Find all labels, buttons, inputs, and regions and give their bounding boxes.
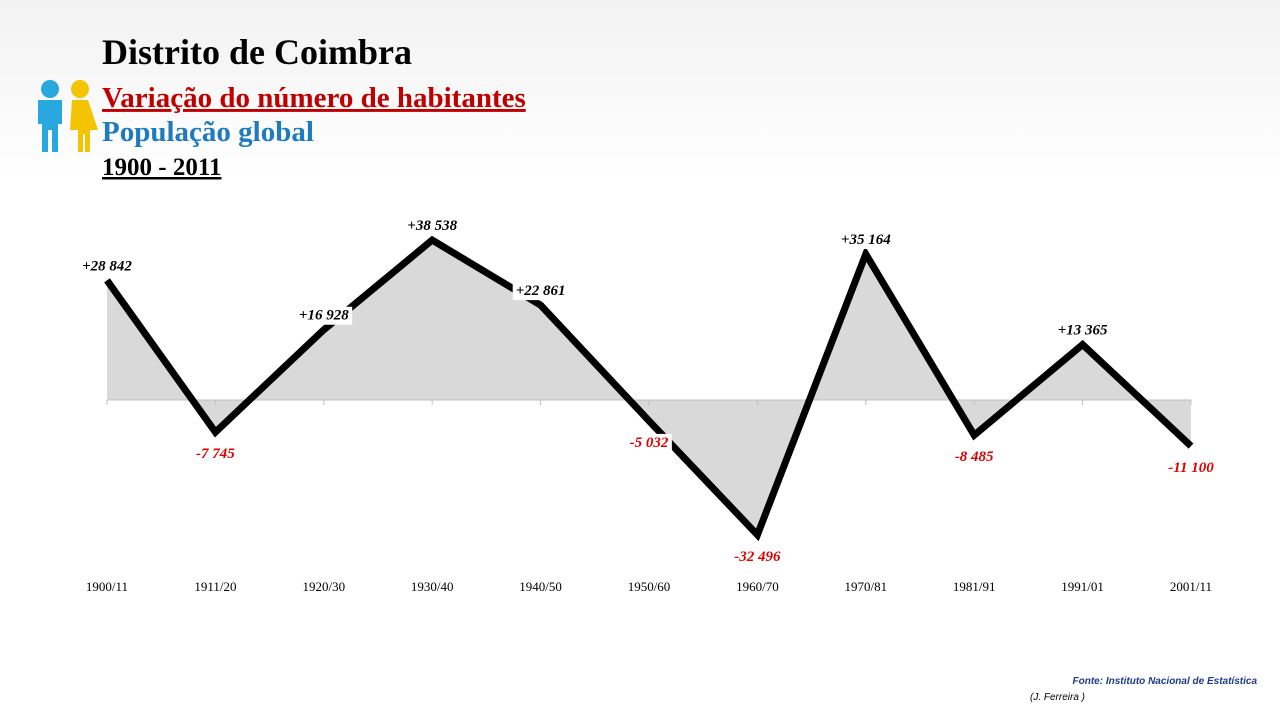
label-background: [295, 306, 353, 325]
value-label: -5 032: [630, 435, 669, 451]
label-background: [404, 217, 461, 236]
value-label: -8 485: [955, 449, 994, 465]
label-background: [951, 448, 998, 467]
x-tick-label: 1960/70: [736, 579, 779, 594]
x-tick-label: 1911/20: [194, 579, 236, 594]
x-tick-label: 1991/01: [1061, 579, 1104, 594]
label-background: [1165, 459, 1218, 478]
source: Fonte: Instituto Nacional de Estatística: [1073, 676, 1258, 687]
x-tick-label: 1940/50: [519, 579, 562, 594]
value-label: +13 365: [1058, 323, 1108, 339]
author: (J. Ferreira ): [1030, 692, 1085, 703]
x-tick-label: 1981/91: [953, 579, 996, 594]
label-background: [193, 445, 239, 464]
value-label: +35 164: [841, 232, 891, 248]
value-label: +28 842: [82, 258, 132, 274]
label-background: [837, 231, 895, 250]
subtitle: Variação do número de habitantes: [102, 82, 526, 114]
value-label: +16 928: [299, 308, 349, 324]
x-tick-label: 1930/40: [411, 579, 454, 594]
area: [107, 240, 1191, 535]
people-icon: [38, 80, 98, 152]
x-tick-label: 1970/81: [844, 579, 887, 594]
value-label: +38 538: [407, 218, 457, 234]
value-label: -11 100: [1168, 460, 1214, 476]
label-background: [1054, 321, 1111, 340]
label-background: [512, 282, 569, 301]
x-tick-label: 1950/60: [628, 579, 671, 594]
value-label: +22 861: [516, 283, 566, 299]
x-tick-label: 1900/11: [86, 579, 128, 594]
line: [104, 235, 1194, 542]
value-label: -32 496: [734, 549, 781, 565]
chart-title: Distrito de Coimbra: [102, 32, 412, 72]
period: 1900 - 2011: [102, 154, 221, 181]
label-background: [79, 257, 136, 276]
label-background: [731, 547, 785, 566]
label-background: [626, 433, 672, 452]
value-label: -7 745: [196, 446, 235, 462]
subtitle-2: População global: [102, 116, 314, 148]
x-tick-label: 2001/11: [1170, 579, 1212, 594]
x-tick-label: 1920/30: [302, 579, 345, 594]
